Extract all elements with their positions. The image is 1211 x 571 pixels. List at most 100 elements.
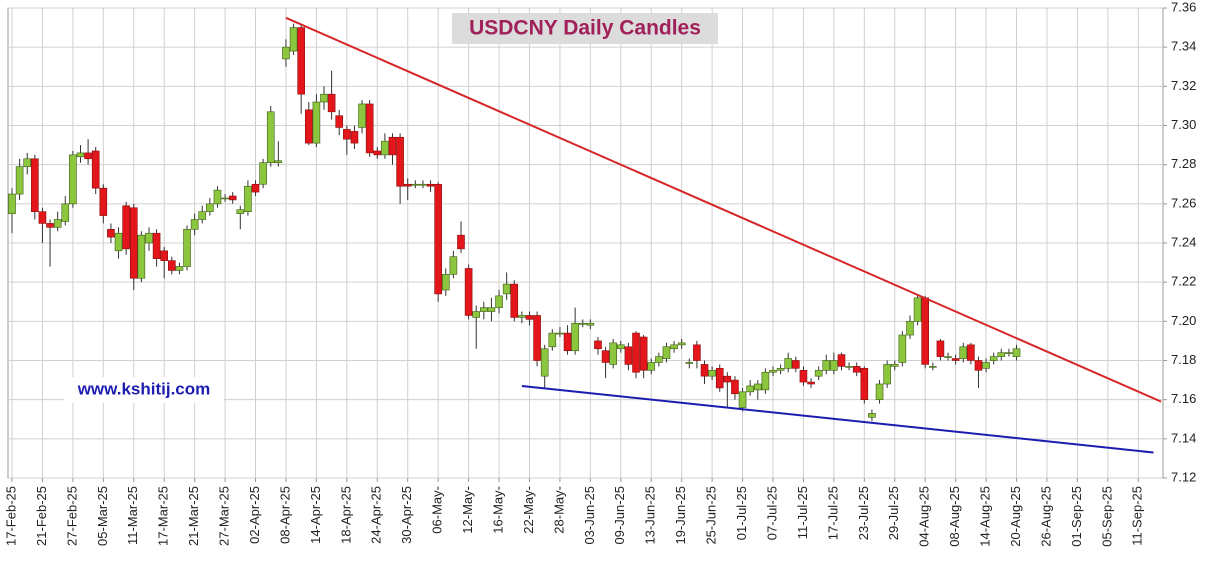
candle-body — [586, 322, 595, 326]
candle-body — [304, 109, 313, 144]
y-tick-label: 7.16 — [1171, 391, 1196, 406]
x-tick-label: 17-Jul-25 — [825, 486, 840, 540]
candle-body — [373, 150, 382, 156]
candle-body — [107, 228, 115, 238]
candle-body — [830, 360, 838, 371]
y-tick-label: 7.30 — [1171, 117, 1196, 132]
candle-body — [480, 307, 488, 312]
candle-body — [890, 364, 899, 367]
candle-body — [807, 381, 815, 385]
candle-body — [23, 158, 32, 167]
trend-line — [285, 16, 1162, 403]
candle-body — [259, 162, 267, 185]
candle-body — [31, 158, 39, 212]
x-tick-label: 21-Feb-25 — [34, 486, 49, 546]
candle-body — [274, 160, 283, 164]
y-tick-label: 7.24 — [1171, 234, 1196, 249]
x-tick-label: 13-Jun-25 — [643, 486, 658, 545]
candle-body — [738, 391, 747, 408]
candle-body — [563, 332, 572, 352]
candle-body — [883, 364, 891, 385]
x-tick-label: 30-Apr-25 — [399, 486, 414, 544]
candle-body — [91, 150, 100, 189]
candle-body — [974, 360, 983, 371]
candle-body — [982, 362, 990, 369]
candle-body — [845, 366, 853, 368]
candle-body — [266, 111, 275, 164]
candle-body — [335, 115, 344, 128]
candle-body — [708, 369, 716, 377]
candle-body — [1005, 352, 1013, 354]
candle-body — [411, 183, 420, 186]
y-tick-label: 7.26 — [1171, 195, 1196, 210]
candle-body — [457, 234, 465, 250]
candle-body — [906, 321, 914, 336]
candle-body — [533, 315, 541, 361]
candle-body — [289, 27, 298, 52]
candle-body — [388, 136, 397, 156]
candle-body — [403, 183, 412, 187]
candle-body — [312, 101, 321, 144]
candle-body — [122, 205, 130, 250]
x-tick-label: 12-May- — [460, 486, 475, 534]
x-tick-label: 29-Jul-25 — [886, 486, 901, 540]
candle-body — [989, 356, 998, 361]
candle-body — [852, 366, 861, 373]
candle-body — [487, 307, 496, 312]
candle-body — [350, 131, 359, 144]
candle-body — [784, 358, 793, 369]
x-tick-label: 19-Jun-25 — [673, 486, 688, 545]
y-tick-label: 7.28 — [1171, 156, 1196, 171]
candle-body — [875, 383, 884, 400]
candle-body — [46, 223, 54, 228]
candle-body — [327, 93, 336, 113]
candle-body — [913, 297, 922, 322]
x-tick-label: 06-May- — [430, 486, 445, 534]
candle-body — [951, 358, 960, 361]
candle-body — [860, 368, 869, 400]
x-tick-label: 28-May- — [551, 486, 566, 534]
candle-body — [578, 322, 587, 325]
candle-body — [1012, 348, 1021, 357]
candle-body — [434, 183, 442, 295]
candle-body — [540, 348, 549, 377]
candle-body — [510, 283, 519, 318]
candle-body — [959, 346, 968, 359]
x-tick-label: 26-Aug-25 — [1038, 486, 1053, 547]
candle-body — [168, 260, 176, 271]
candle-body — [206, 203, 214, 212]
candle-body — [114, 232, 123, 252]
x-tick-label: 05-Sep-25 — [1099, 486, 1114, 547]
annotation: www.kshitij.com — [77, 379, 211, 398]
candle-body — [609, 342, 617, 365]
x-tick-label: 17-Feb-25 — [3, 486, 18, 546]
candle-body — [472, 311, 481, 318]
candle-body — [799, 369, 808, 383]
candle-body — [502, 283, 511, 295]
candle-body — [715, 368, 724, 389]
x-tick-label: 27-Mar-25 — [217, 486, 232, 546]
candle-body — [152, 232, 161, 259]
x-tick-label: 20-Aug-25 — [1008, 486, 1023, 547]
candle-body — [639, 336, 648, 371]
candle-body — [556, 332, 564, 335]
title-box — [452, 13, 718, 44]
candle-body — [495, 295, 503, 308]
candle-body — [38, 211, 47, 224]
candle-body — [190, 219, 199, 230]
candle-body — [8, 193, 16, 214]
y-tick-label: 7.14 — [1171, 430, 1196, 445]
y-tick-label: 7.34 — [1171, 39, 1196, 54]
candle-body — [929, 366, 937, 368]
candle-body — [464, 268, 473, 316]
x-tick-label: 11-Mar-25 — [125, 486, 140, 545]
candle-body — [251, 183, 260, 193]
candle-body — [228, 195, 237, 201]
x-tick-label: 14-Aug-25 — [978, 486, 993, 547]
candle-body — [594, 340, 602, 350]
x-tick-label: 04-Aug-25 — [917, 486, 932, 547]
candle-body — [792, 360, 800, 369]
candle-body — [624, 346, 633, 365]
candle-body — [997, 352, 1006, 357]
